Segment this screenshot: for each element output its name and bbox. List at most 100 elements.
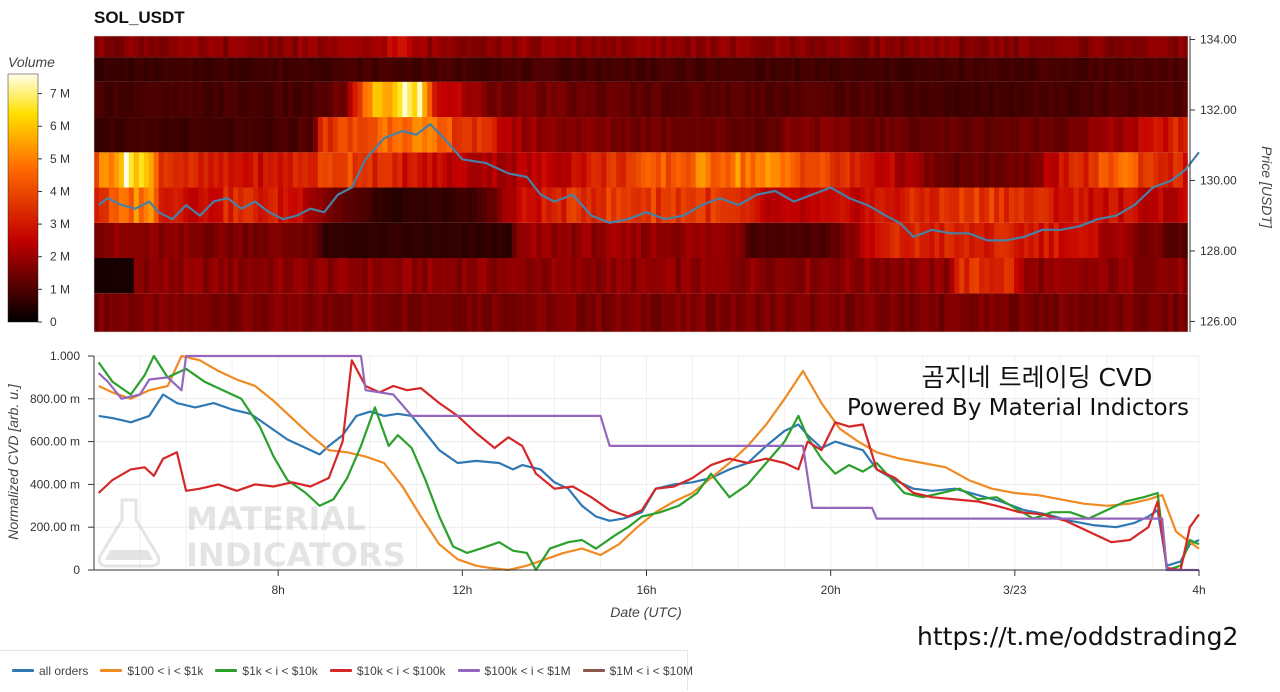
heatmap-cell [1148,187,1154,223]
heatmap-cell [168,152,175,188]
heatmap-cell [432,57,438,82]
heatmap-cell [859,222,866,258]
heatmap-cell [660,117,667,153]
heatmap-cell [934,36,940,58]
heatmap-cell [820,293,826,332]
heatmap-cell [561,117,568,153]
heatmap-cell [218,36,224,58]
heatmap-cell [228,293,234,332]
heatmap-cell [198,258,204,294]
heatmap-cell [238,36,244,58]
heatmap-cell [382,222,388,258]
heatmap-cell [248,222,254,258]
heatmap-cell [238,152,244,188]
heatmap-cell [387,81,393,118]
heatmap-cell [352,81,359,118]
heatmap-cell [143,57,150,82]
legend-item[interactable]: $100 < i < $1k [100,664,203,678]
heatmap-cell [616,187,622,223]
heatmap-cell [650,293,657,332]
heatmap-cell [1178,117,1184,153]
heatmap-cell [1078,187,1085,223]
heatmap-cell [153,258,160,294]
heatmap-cell [342,36,349,58]
heatmap-cell [606,293,612,332]
heatmap-cell [844,258,851,294]
heatmap-cell [1048,258,1055,294]
heatmap-cell [481,152,488,188]
heatmap-cell [203,187,209,223]
heatmap-cell [1103,187,1110,223]
heatmap-cell [969,117,975,153]
heatmap-cell [849,57,856,82]
heatmap-cell [188,57,195,82]
heatmap-cell [273,36,279,58]
heatmap-cell [695,187,702,223]
legend-item[interactable]: $100k < i < $1M [457,664,571,678]
heatmap-cell [437,81,443,118]
heatmap-cell [705,152,712,188]
heatmap-cell [282,57,289,82]
heatmap-cell [999,293,1005,332]
heatmap-cell [879,81,886,118]
heatmap-cell [1004,187,1010,223]
heatmap-cell [273,152,279,188]
legend-item[interactable]: $10k < i < $100k [329,664,446,678]
heatmap-cell [138,152,145,188]
heatmap-cell [1028,222,1035,258]
heatmap-cell [98,258,105,294]
heatmap-cell [1118,258,1124,294]
heatmap-cell [397,152,403,188]
heatmap-cell [561,187,568,223]
heatmap-cell [317,258,324,294]
telegram-link[interactable]: https://t.me/oddstrading2 [917,622,1239,651]
heatmap-cell [476,258,483,294]
heatmap-cell [1068,293,1075,332]
heatmap-cell [924,81,931,118]
heatmap-cell [198,187,204,223]
heatmap-cell [670,222,677,258]
heatmap-cell [1008,117,1015,153]
heatmap-cell [1048,152,1055,188]
heatmap-cell [1103,222,1110,258]
heatmap-cell [556,258,563,294]
heatmap-cell [919,81,926,118]
heatmap-cell [312,222,319,258]
heatmap-cell [486,258,493,294]
heatmap-cell [546,117,553,153]
heatmap-cell [233,152,239,188]
heatmap-cell [904,258,911,294]
heatmap-cell [486,117,493,153]
heatmap-cell [586,222,592,258]
heatmap-cell [626,36,632,58]
legend-item[interactable]: $1k < i < $10k [215,664,318,678]
heatmap-cell [834,222,841,258]
heatmap-cell [123,152,130,188]
legend-item[interactable]: all orders [12,664,88,678]
heatmap-cell [785,293,791,332]
heatmap-cell [248,57,254,82]
heatmap-cell [596,81,602,118]
heatmap-cell [287,36,294,58]
heatmap-cell [1043,36,1050,58]
heatmap-cell [710,57,717,82]
heatmap-cell [94,293,100,332]
heatmap-cell [1063,117,1070,153]
heatmap-cell [322,258,329,294]
heatmap-cell [864,222,871,258]
heatmap-cell [302,36,309,58]
heatmap-cell [760,36,766,58]
heatmap-cell [248,36,254,58]
heatmap-cell [1098,187,1105,223]
heatmap-cell [143,81,150,118]
heatmap-cell [1093,293,1100,332]
heatmap-cell [1138,117,1144,153]
heatmap-cell [944,36,950,58]
heatmap-cell [362,293,369,332]
heatmap-cell [188,187,195,223]
heatmap-cell [312,117,319,153]
heatmap-cell [457,187,463,223]
heatmap-cell [655,117,662,153]
legend-item[interactable]: $1M < i < $10M [582,664,693,678]
heatmap-cell [904,57,911,82]
